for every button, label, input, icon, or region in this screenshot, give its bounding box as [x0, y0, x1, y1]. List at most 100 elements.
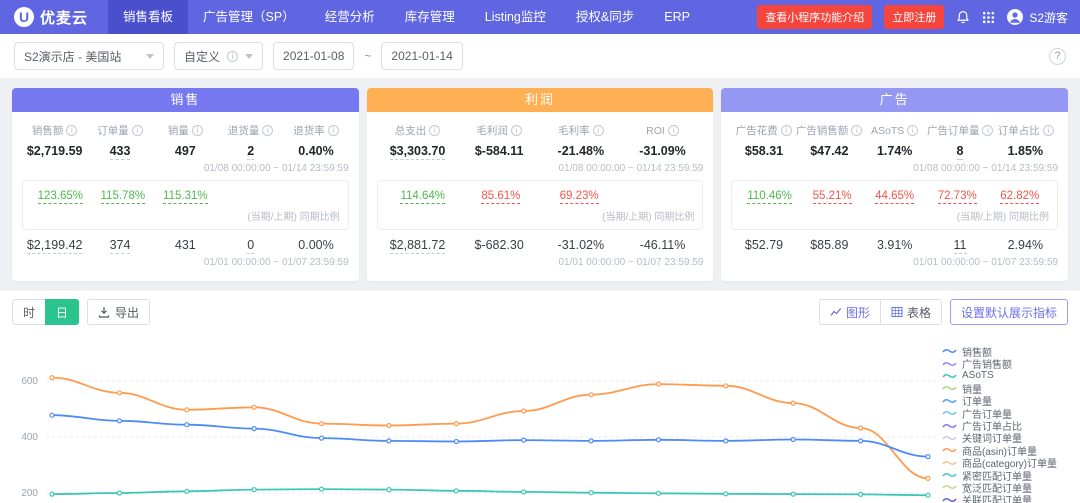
legend-item-紧密匹配订单量[interactable]: 紧密匹配订单量 — [942, 469, 1068, 483]
legend-item-销售额[interactable]: 销售额 — [942, 345, 1068, 359]
granularity-button-日[interactable]: 日 — [45, 299, 80, 325]
set-default-metrics-button[interactable]: 设置默认展示指标 — [949, 299, 1068, 325]
ratio-value[interactable]: 123.65% — [37, 190, 83, 204]
info-icon[interactable]: i — [131, 125, 143, 136]
previous-value[interactable]: $2,199.42 — [26, 238, 83, 254]
data-point[interactable] — [925, 492, 931, 498]
ratio-value[interactable]: 85.61% — [481, 190, 521, 204]
data-point[interactable] — [49, 412, 55, 418]
data-point[interactable] — [251, 404, 257, 410]
data-point[interactable] — [790, 436, 796, 443]
previous-value[interactable]: 11 — [953, 238, 967, 254]
ratio-value[interactable]: 72.73% — [937, 190, 977, 204]
data-point[interactable] — [386, 487, 392, 493]
chart-view-button[interactable]: 图形 — [818, 299, 881, 325]
legend-item-宽泛匹配订单量[interactable]: 宽泛匹配订单量 — [942, 481, 1068, 495]
table-view-button[interactable]: 表格 — [879, 299, 942, 325]
export-button[interactable]: 导出 — [87, 299, 151, 325]
info-icon[interactable]: i — [851, 125, 863, 136]
info-icon[interactable]: i — [510, 125, 522, 136]
info-icon[interactable]: i — [191, 125, 203, 136]
data-point[interactable] — [655, 381, 662, 387]
data-point[interactable] — [655, 490, 662, 496]
data-point[interactable] — [790, 491, 796, 497]
granularity-button-时[interactable]: 时 — [12, 299, 47, 325]
start-date-input[interactable]: 2021-01-08 — [273, 42, 355, 70]
end-date-input[interactable]: 2021-01-14 — [381, 42, 463, 70]
previous-value[interactable]: 0 — [247, 238, 255, 254]
data-point[interactable] — [184, 422, 190, 428]
help-icon[interactable]: ? — [1049, 47, 1066, 65]
data-point[interactable] — [925, 475, 931, 481]
date-range-type-select[interactable]: 自定义 i — [174, 42, 264, 70]
app-logo[interactable]: U 优麦云 — [14, 7, 88, 28]
apps-grid-icon[interactable] — [982, 11, 995, 24]
data-point[interactable] — [588, 392, 594, 398]
data-point[interactable] — [588, 438, 594, 444]
ratio-value[interactable]: 62.82% — [1000, 190, 1040, 204]
store-select[interactable]: S2演示店 - 美国站 — [14, 42, 164, 70]
info-icon[interactable]: i — [327, 125, 339, 136]
info-icon[interactable]: i — [982, 125, 994, 136]
data-point[interactable] — [857, 438, 864, 444]
data-point[interactable] — [655, 437, 662, 443]
data-point[interactable] — [521, 408, 527, 414]
info-icon[interactable]: i — [780, 125, 792, 136]
data-point[interactable] — [116, 418, 123, 424]
metric-value[interactable]: 8 — [956, 144, 964, 160]
data-point[interactable] — [453, 420, 459, 427]
legend-item-关联匹配订单量[interactable]: 关联匹配订单量 — [942, 494, 1068, 503]
data-point[interactable] — [116, 490, 123, 496]
data-point[interactable] — [723, 438, 729, 444]
legend-item-销量[interactable]: 销量 — [942, 382, 1068, 396]
data-point[interactable] — [521, 489, 527, 495]
register-button[interactable]: 立即注册 — [884, 5, 945, 29]
nav-item-销售看板[interactable]: 销售看板 — [108, 0, 189, 34]
data-point[interactable] — [857, 425, 864, 431]
data-point[interactable] — [116, 390, 123, 396]
ratio-value[interactable]: 115.31% — [163, 190, 208, 204]
info-icon[interactable]: i — [667, 125, 679, 136]
legend-item-广告销售额[interactable]: 广告销售额 — [942, 357, 1068, 371]
ratio-value[interactable]: 115.78% — [100, 190, 146, 204]
ratio-value[interactable]: 55.21% — [812, 190, 852, 204]
data-point[interactable] — [588, 490, 594, 496]
data-point[interactable] — [49, 374, 55, 381]
info-icon[interactable]: i — [1042, 125, 1054, 136]
legend-item-广告订单占比[interactable]: 广告订单占比 — [942, 419, 1068, 433]
nav-item-库存管理[interactable]: 库存管理 — [404, 10, 455, 24]
metric-value[interactable]: $3,303.70 — [389, 144, 446, 160]
data-point[interactable] — [790, 400, 796, 406]
legend-item-广告订单量[interactable]: 广告订单量 — [942, 407, 1068, 421]
info-icon[interactable]: i — [907, 125, 919, 136]
ratio-value[interactable]: 110.46% — [747, 190, 792, 204]
nav-item-ERP[interactable]: ERP — [664, 10, 690, 24]
data-point[interactable] — [453, 488, 459, 494]
metrics-line-chart[interactable]: 200 400 600 — [12, 331, 942, 503]
ratio-value[interactable]: 44.65% — [875, 190, 915, 204]
info-icon[interactable]: i — [592, 125, 604, 136]
legend-item-订单量[interactable]: 订单量 — [942, 395, 1068, 408]
data-point[interactable] — [251, 425, 257, 432]
nav-item-授权&同步[interactable]: 授权&同步 — [575, 10, 635, 24]
legend-item-ASoTS[interactable]: ASoTS — [942, 370, 1068, 382]
nav-item-Listing监控[interactable]: Listing监控 — [484, 10, 546, 24]
info-icon[interactable]: i — [66, 125, 78, 136]
notification-bell-icon[interactable] — [956, 10, 970, 24]
legend-item-商品(category)订单量[interactable]: 商品(category)订单量 — [942, 457, 1068, 470]
data-point[interactable] — [386, 438, 392, 444]
metric-value[interactable]: 2 — [247, 144, 255, 160]
data-point[interactable] — [184, 407, 190, 413]
user-menu[interactable]: S2游客 — [1007, 9, 1068, 26]
info-icon[interactable]: i — [262, 125, 274, 136]
data-point[interactable] — [925, 453, 931, 460]
ratio-value[interactable]: 114.64% — [400, 190, 446, 204]
data-point[interactable] — [386, 422, 392, 429]
data-point[interactable] — [723, 491, 729, 497]
data-point[interactable] — [318, 435, 325, 441]
data-point[interactable] — [857, 491, 864, 497]
data-point[interactable] — [318, 420, 325, 427]
legend-item-关键词订单量[interactable]: 关键词订单量 — [942, 432, 1068, 445]
data-point[interactable] — [49, 491, 55, 497]
data-point[interactable] — [318, 486, 325, 492]
